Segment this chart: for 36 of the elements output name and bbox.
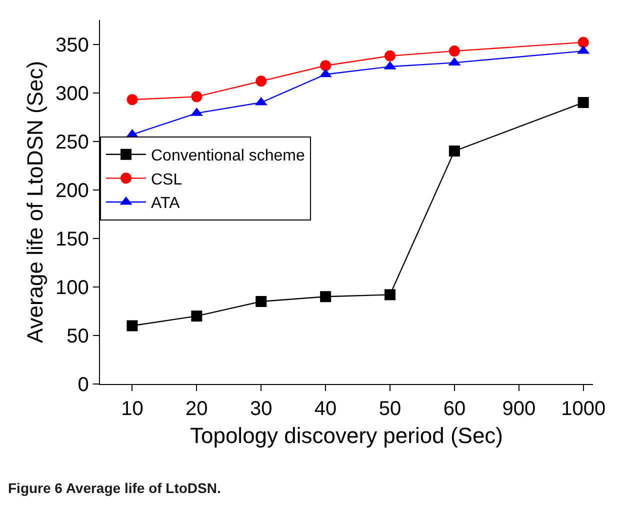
x-tick-label: 1000 xyxy=(561,398,606,420)
legend-label: ATA xyxy=(151,195,180,212)
x-tick-label: 30 xyxy=(250,398,272,420)
point xyxy=(448,46,460,57)
point xyxy=(256,76,267,87)
caption: Figure 6 Average life of LtoDSN. xyxy=(8,480,221,496)
x-tick-label: 40 xyxy=(314,398,337,420)
point xyxy=(578,97,589,108)
y-tick-label: 200 xyxy=(56,180,89,202)
legend-label: CSL xyxy=(151,171,182,188)
point xyxy=(448,146,460,157)
point xyxy=(191,310,202,322)
x-tick-label: 10 xyxy=(121,398,144,420)
y-axis-title: Average life of LtoDSN (Sec) xyxy=(22,60,48,344)
y-tick-label: 0 xyxy=(78,374,89,396)
point xyxy=(320,60,332,72)
point xyxy=(320,291,332,302)
x-tick-label: 50 xyxy=(378,398,402,420)
point xyxy=(126,94,138,106)
x-axis-title: Topology discovery period (Sec) xyxy=(190,423,504,448)
x-tick-label: 60 xyxy=(443,398,466,420)
point xyxy=(578,36,589,48)
x-tick-label: 20 xyxy=(186,398,208,420)
y-tick-label: 100 xyxy=(56,276,89,299)
point xyxy=(126,320,138,332)
y-tick-label: 50 xyxy=(66,325,89,348)
x-tick-label: 900 xyxy=(502,398,536,420)
point xyxy=(191,91,202,102)
y-tick-label: 300 xyxy=(56,82,89,105)
point xyxy=(384,50,396,62)
point xyxy=(384,289,396,300)
point xyxy=(256,296,267,307)
y-tick-label: 250 xyxy=(56,131,89,154)
y-tick-label: 350 xyxy=(56,34,89,56)
legend-label: Conventional scheme xyxy=(151,148,305,165)
y-tick-label: 150 xyxy=(56,228,89,250)
